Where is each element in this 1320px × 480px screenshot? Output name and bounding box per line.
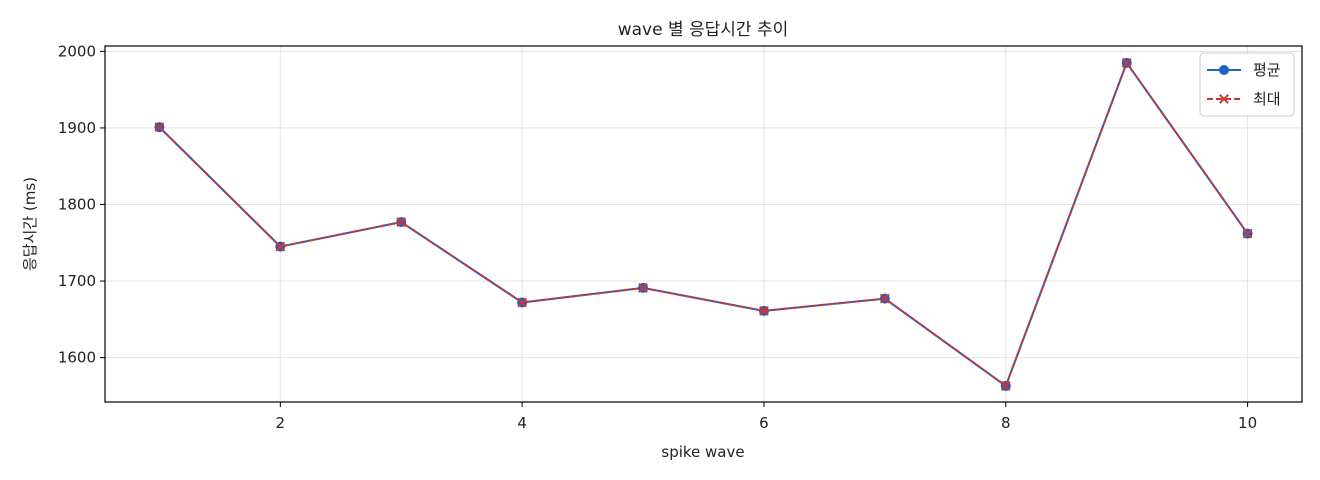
chart-title: wave 별 응답시간 추이: [618, 20, 789, 40]
y-tick-label: 1700: [58, 272, 96, 290]
data-point: [1121, 57, 1132, 68]
y-tick-label: 2000: [58, 42, 96, 60]
data-point: [1000, 381, 1011, 391]
y-axis-title: 응답시간 (ms): [21, 177, 39, 271]
series-1: [154, 57, 1253, 391]
data-point: [759, 305, 769, 316]
data-point: [879, 293, 890, 304]
data-point: [154, 122, 165, 133]
x-axis-title: spike wave: [661, 443, 744, 461]
plot-frame: [104, 45, 1303, 403]
data-point: [275, 241, 286, 252]
x-tick-label: 8: [1001, 414, 1011, 432]
data-point: [517, 297, 528, 308]
grid-lines: [105, 46, 1302, 402]
legend-marker: [1219, 94, 1229, 104]
legend-label: 최대: [1253, 90, 1281, 108]
legend-item: 최대: [1207, 90, 1281, 108]
series-line: [158, 60, 1249, 388]
data-point: [1242, 228, 1253, 239]
y-tick-label: 1800: [58, 195, 96, 213]
y-tick-label: 1900: [58, 119, 96, 137]
data-point: [396, 217, 407, 227]
legend-marker: [1219, 65, 1229, 75]
x-axis: 2 4 6 8 10: [276, 402, 1257, 432]
y-axis: 1600 1700 1800 1900 2000: [58, 42, 105, 367]
x-tick-label: 4: [517, 414, 527, 432]
y-tick-label: 1600: [58, 349, 96, 367]
series-layer: [154, 57, 1253, 391]
series-line: [158, 60, 1249, 388]
x-tick-label: 10: [1238, 414, 1257, 432]
x-tick-label: 6: [759, 414, 769, 432]
x-tick-label: 2: [276, 414, 286, 432]
legend-label: 평균: [1253, 61, 1281, 79]
series-2: [154, 57, 1253, 391]
legend-item: 평균: [1207, 61, 1281, 79]
data-point: [638, 283, 648, 293]
